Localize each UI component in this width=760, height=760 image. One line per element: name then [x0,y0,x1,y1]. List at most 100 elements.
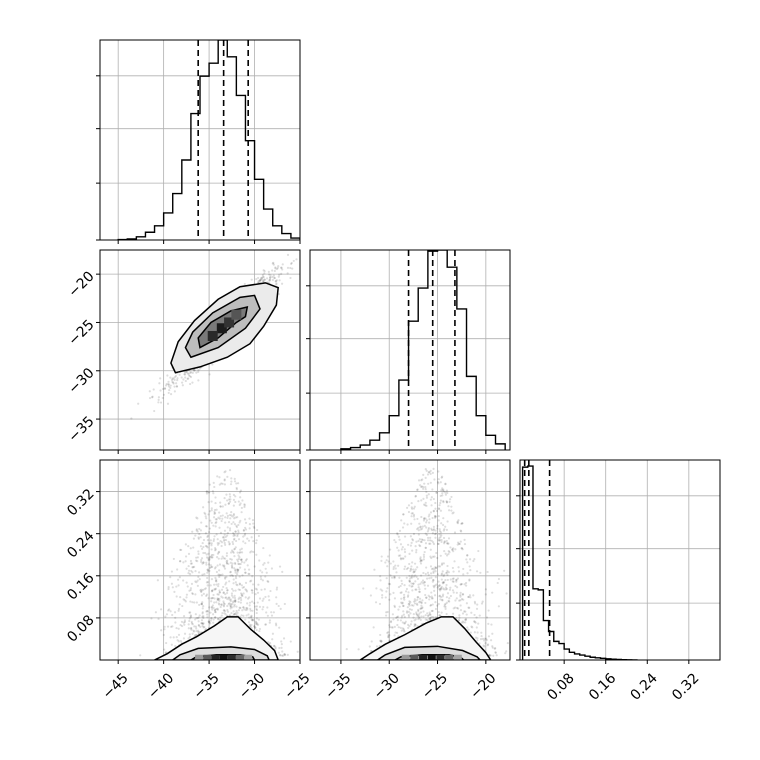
scatter-point [412,568,415,571]
scatter-point [175,585,178,588]
scatter-point [205,545,208,548]
scatter-point [257,280,260,283]
scatter-point [399,543,403,546]
scatter-point [234,495,237,498]
scatter-point [269,274,272,277]
scatter-point [238,583,242,586]
scatter-point [276,266,279,269]
scatter-point [473,631,476,634]
scatter-point [221,514,224,517]
scatter-point [429,511,433,514]
scatter-point [164,615,167,618]
scatter-point [262,563,265,566]
scatter-point [231,562,234,565]
scatter-point [434,615,437,619]
scatter-point [207,542,210,545]
scatter-point [430,504,433,507]
scatter-point [444,491,447,494]
scatter-point [191,592,194,596]
scatter-point [182,378,185,381]
scatter-point [185,581,188,584]
scatter-point [444,525,447,528]
scatter-point [419,540,423,543]
scatter-point [467,628,470,631]
scatter-point [225,575,228,579]
scatter-point [441,523,445,527]
scatter-point [435,551,438,555]
scatter-point [426,612,429,615]
scatter-point [456,521,459,524]
scatter-point [208,606,211,609]
scatter-point [222,585,225,589]
scatter-point [223,478,226,481]
scatter-point [212,606,215,610]
scatter-point [227,502,230,505]
scatter-point [393,604,396,607]
scatter-point [478,642,481,645]
scatter-point [451,580,454,583]
scatter-point [281,654,284,657]
scatter-point [232,600,235,603]
scatter-point [201,615,204,618]
scatter-point [170,570,174,573]
scatter-point [271,632,275,635]
scatter-point [171,613,174,617]
scatter-point [192,546,195,549]
scatter-point [160,629,163,632]
scatter-point [252,522,255,525]
scatter-point [415,588,418,591]
scatter-point [218,575,221,579]
scatter-point [456,541,460,544]
scatter-point [224,577,227,580]
scatter-point [188,619,191,623]
scatter-point [410,522,413,525]
scatter-point [227,603,230,606]
scatter-point [448,597,451,600]
axes-frame [309,249,511,451]
scatter-point [176,377,179,380]
scatter-point [269,642,272,645]
scatter-point [192,629,195,632]
scatter-point [208,483,211,486]
scatter-point [231,601,235,604]
scatter-point [264,623,268,626]
scatter-point [173,376,176,379]
scatter-point [170,378,174,382]
scatter-point [386,610,389,614]
scatter-point [445,542,449,545]
scatter-point [389,620,393,623]
scatter-point [205,594,208,598]
scatter-point [210,606,213,609]
scatter-point [242,606,245,609]
scatter-point [274,280,278,283]
scatter-point [388,624,391,627]
scatter-point [275,596,278,599]
scatter-point [262,546,265,550]
scatter-point [187,637,190,640]
scatter-point [422,519,426,522]
scatter-point [268,279,272,282]
scatter-point [453,531,457,534]
scatter-point [437,519,440,522]
scatter-point [212,621,215,624]
scatter-point [442,517,445,520]
scatter-point [244,532,247,536]
scatter-point [201,621,204,625]
scatter-point [204,512,207,516]
scatter-point [440,522,443,525]
scatter-point [429,548,432,551]
scatter-point [256,623,259,626]
scatter-point [407,543,410,546]
scatter-point [239,496,242,499]
scatter-point [390,576,394,579]
scatter-point [251,575,254,578]
scatter-point [175,385,178,388]
scatter-point [425,496,429,499]
scatter-point [226,531,229,535]
scatter-point [410,575,413,578]
scatter-point [207,621,211,624]
scatter-point [461,620,464,623]
scatter-point [213,549,217,552]
scatter-point [247,568,251,571]
scatter-point [463,542,467,546]
